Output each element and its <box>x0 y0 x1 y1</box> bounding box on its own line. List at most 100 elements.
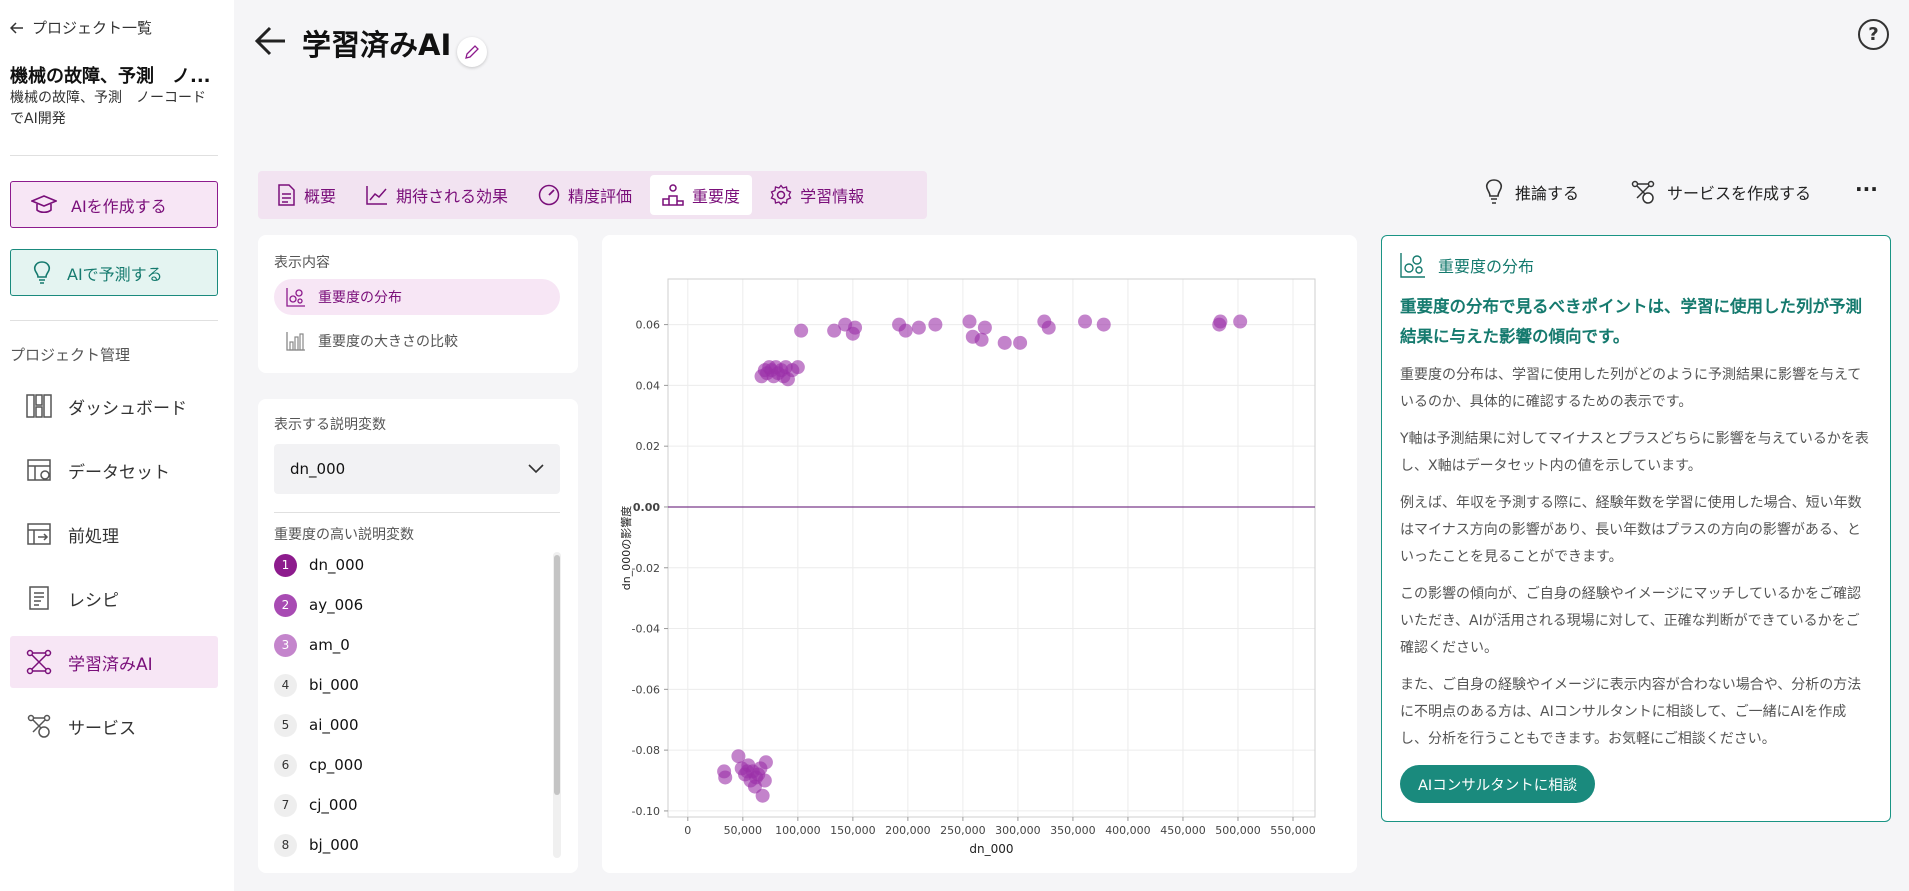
more-icon: ... <box>1855 172 1878 196</box>
predict-ai-label: AIで予測する <box>67 264 163 284</box>
rank-badge: 4 <box>274 673 297 697</box>
divider <box>10 320 218 321</box>
sidebar-item-label: データセット <box>68 462 170 483</box>
data-point[interactable] <box>794 323 809 338</box>
ranking-item[interactable]: 5 ai_000 <box>274 710 359 740</box>
sidebar-item-recipe[interactable]: レシピ <box>10 572 218 624</box>
x-tick-label: 350,000 <box>1050 824 1096 837</box>
tab-label: 期待される効果 <box>396 187 509 206</box>
tab-accuracy[interactable]: 精度評価 <box>526 175 644 215</box>
scrollbar-thumb[interactable] <box>554 555 560 795</box>
data-point[interactable] <box>848 320 863 335</box>
tab-overview[interactable]: 概要 <box>264 175 348 215</box>
ranking-item[interactable]: 8 bj_000 <box>274 830 359 860</box>
y-tick-label: 0.02 <box>636 440 661 453</box>
data-point[interactable] <box>755 788 770 803</box>
x-tick-label: 550,000 <box>1270 824 1316 837</box>
create-ai-button[interactable]: AIを作成する <box>10 181 218 228</box>
data-point[interactable] <box>962 314 977 329</box>
view-option-label: 重要度の大きさの比較 <box>318 334 458 350</box>
dataset-icon <box>24 455 54 485</box>
data-point[interactable] <box>997 335 1012 350</box>
recipe-icon <box>24 583 54 613</box>
infer-label: 推論する <box>1515 184 1580 203</box>
predict-ai-button[interactable]: AIで予測する <box>10 249 218 296</box>
view-content-label: 表示内容 <box>274 255 330 271</box>
ranking-item[interactable]: 1 dn_000 <box>274 550 364 580</box>
ranking-item[interactable]: 2 ay_006 <box>274 590 363 620</box>
sidebar-item-label: レシピ <box>68 590 119 611</box>
scatter-plot: -0.10 -0.08 -0.06 -0.04 -0.02 0.00 0.02 0.04 0.0… <box>619 278 1316 856</box>
data-point[interactable] <box>740 764 755 779</box>
help-button[interactable]: ? <box>1858 19 1889 50</box>
rank-badge: 5 <box>274 713 297 737</box>
ranking-item[interactable]: 6 cp_000 <box>274 750 363 780</box>
info-header: 重要度の分布 <box>1400 252 1872 278</box>
tab-expected-effect[interactable]: 期待される効果 <box>354 175 520 215</box>
page-back-button[interactable] <box>254 24 288 62</box>
x-tick-label: 200,000 <box>885 824 931 837</box>
data-point[interactable] <box>911 320 926 335</box>
distribution-icon <box>1400 253 1425 278</box>
service-icon <box>24 711 54 741</box>
sidebar-item-service[interactable]: サービス <box>10 700 218 752</box>
plot-frame <box>667 278 1316 818</box>
data-point[interactable] <box>898 323 913 338</box>
data-point[interactable] <box>1078 314 1093 329</box>
y-tick-label: 0.04 <box>636 379 661 392</box>
tab-training-info[interactable]: 学習情報 <box>758 175 876 215</box>
y-tick-label: 0.00 <box>633 501 660 514</box>
data-point[interactable] <box>974 332 989 347</box>
sidebar-item-label: ダッシュボード <box>68 398 187 419</box>
data-point[interactable] <box>1013 335 1028 350</box>
data-point[interactable] <box>731 749 746 764</box>
x-tick-label: 150,000 <box>830 824 876 837</box>
view-option-distribution[interactable]: 重要度の分布 <box>274 279 560 315</box>
data-point[interactable] <box>1213 314 1228 329</box>
sidebar-item-dashboard[interactable]: ダッシュボード <box>10 380 218 432</box>
data-points <box>717 314 1248 803</box>
variable-select[interactable]: dn_000 <box>274 444 560 494</box>
back-to-project-list[interactable]: プロジェクト一覧 <box>10 17 152 38</box>
sidebar-item-trained-ai[interactable]: 学習済みAI <box>10 636 218 688</box>
sidebar-item-dataset[interactable]: データセット <box>10 444 218 496</box>
data-point[interactable] <box>758 755 773 770</box>
create-service-button[interactable]: サービスを作成する <box>1629 178 1811 206</box>
x-tick-label: 50,000 <box>724 824 763 837</box>
info-paragraph: 重要度の分布は、学習に使用した列がどのように予測結果に影響を与えているのか、具体… <box>1400 367 1862 410</box>
more-options-button[interactable]: ... <box>1855 172 1878 196</box>
data-point[interactable] <box>977 320 992 335</box>
ranking-item-name: cj_000 <box>309 796 358 814</box>
ranking-item[interactable]: 3 am_0 <box>274 630 350 660</box>
gauge-icon <box>538 184 560 206</box>
y-tick-label: -0.10 <box>632 805 660 818</box>
arrow-left-icon <box>254 26 285 56</box>
graduation-cap-icon <box>31 194 57 213</box>
data-point[interactable] <box>1233 314 1248 329</box>
sidebar-item-label: 前処理 <box>68 526 119 547</box>
sidebar-item-preprocess[interactable]: 前処理 <box>10 508 218 560</box>
info-panel: 重要度の分布 重要度の分布で見るべきポイントは、学習に使用した列が予測結果に与え… <box>1381 235 1891 822</box>
arrow-left-icon <box>10 21 23 34</box>
infer-button[interactable]: 推論する <box>1483 178 1579 206</box>
y-tick-label: -0.08 <box>632 744 660 757</box>
ranking-item[interactable]: 4 bi_000 <box>274 670 359 700</box>
x-tick-label: 500,000 <box>1215 824 1261 837</box>
data-point[interactable] <box>718 770 733 785</box>
info-title: 重要度の分布 <box>1438 257 1535 276</box>
data-point[interactable] <box>1041 320 1056 335</box>
edit-title-button[interactable] <box>457 37 487 67</box>
data-point[interactable] <box>928 317 943 332</box>
y-tick-label: -0.02 <box>632 562 660 575</box>
y-tick-label: 0.06 <box>636 319 661 332</box>
view-option-comparison[interactable]: 重要度の大きさの比較 <box>274 323 560 359</box>
tab-label: 概要 <box>304 187 337 206</box>
data-point[interactable] <box>827 323 842 338</box>
y-axis-label: dn_000の影響度 <box>619 506 633 590</box>
consult-button[interactable]: AIコンサルタントに相談 <box>1400 765 1596 803</box>
tab-importance[interactable]: 重要度 <box>650 175 753 215</box>
data-point[interactable] <box>790 360 805 375</box>
ranking-item[interactable]: 7 cj_000 <box>274 790 358 820</box>
divider <box>274 512 560 513</box>
data-point[interactable] <box>1096 317 1111 332</box>
